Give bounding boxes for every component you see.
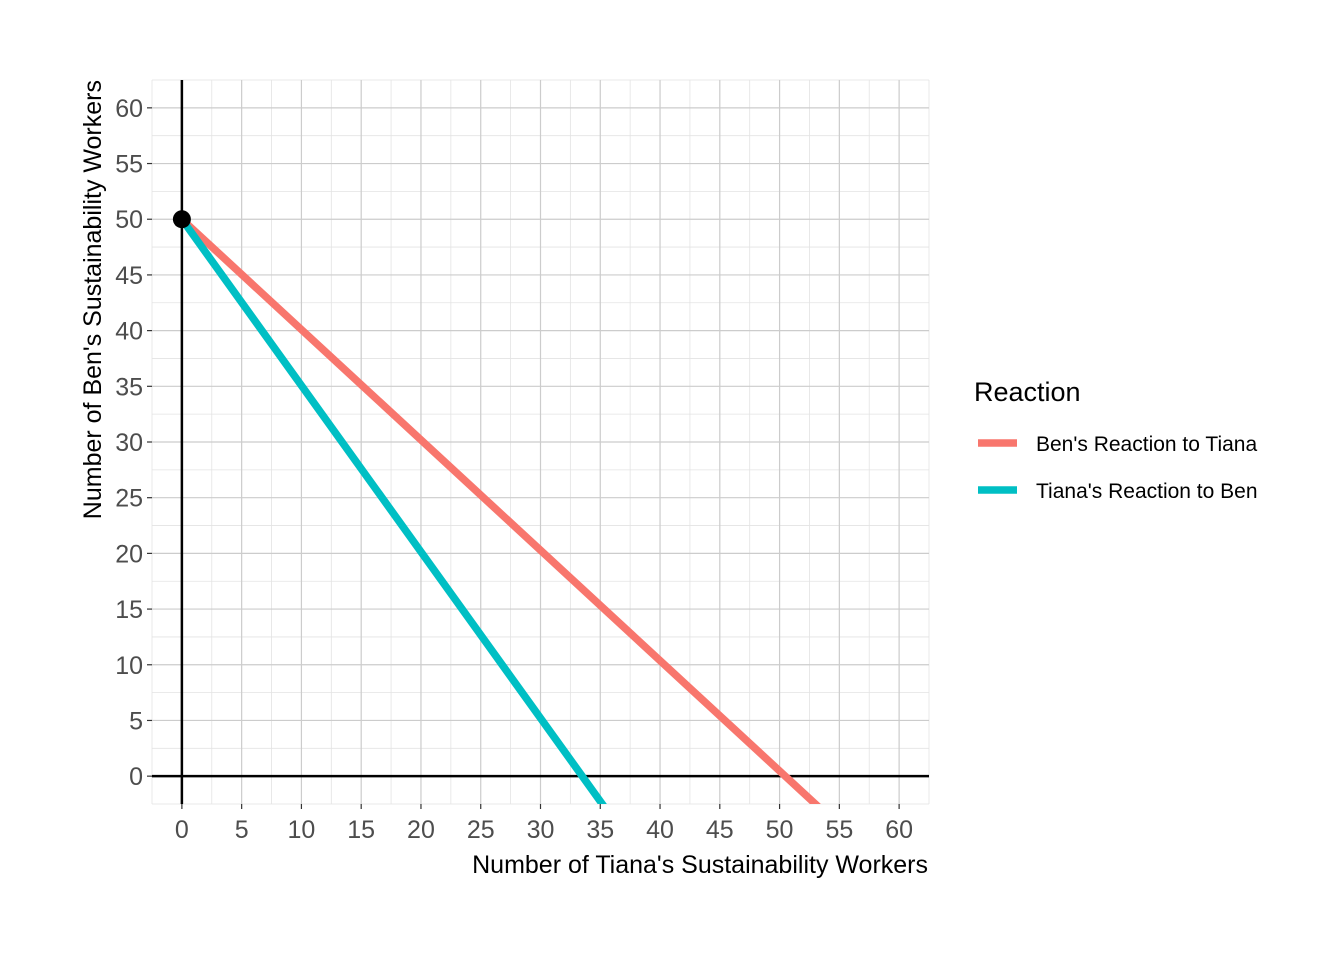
x-tick-label: 45 — [706, 816, 734, 844]
point-marker-1 — [172, 210, 191, 229]
series-line-1 — [179, 216, 821, 804]
y-tick-label: 25 — [115, 485, 143, 513]
y-tick-label: 55 — [115, 151, 143, 179]
y-tick-label: 40 — [115, 318, 143, 346]
y-tick-label: 0 — [129, 763, 143, 791]
y-tick-label: 35 — [115, 373, 143, 401]
y-tick-label: 30 — [115, 429, 143, 457]
y-tick-label: 20 — [115, 540, 143, 568]
y-tick-label: 50 — [115, 206, 143, 234]
series-lines — [178, 216, 821, 804]
legend-label-1: Ben's Reaction to Tiana — [1036, 433, 1257, 456]
y-tick-label: 15 — [115, 596, 143, 624]
x-tick-label: 55 — [825, 816, 853, 844]
y-axis-title: Number of Ben's Sustainability Workers — [79, 80, 107, 519]
x-axis-ticks: 0 5 10 15 20 25 30 35 40 45 50 55 60 — [175, 804, 913, 844]
legend: Reaction Ben's Reaction to Tiana Tiana's … — [974, 377, 1258, 503]
x-axis-title: Number of Tiana's Sustainability Workers — [472, 851, 928, 879]
x-tick-label: 5 — [235, 816, 249, 844]
x-tick-label: 20 — [407, 816, 435, 844]
series-line-2 — [178, 217, 607, 804]
x-tick-label: 10 — [288, 816, 316, 844]
major-grid — [152, 80, 929, 804]
x-tick-label: 15 — [347, 816, 375, 844]
y-axis-ticks: 0 5 10 15 20 25 30 35 40 45 50 55 60 — [115, 95, 152, 791]
legend-label-2: Tiana's Reaction to Ben — [1036, 480, 1258, 503]
x-tick-label: 50 — [766, 816, 794, 844]
x-tick-label: 35 — [586, 816, 614, 844]
y-tick-label: 10 — [115, 652, 143, 680]
x-tick-label: 40 — [646, 816, 674, 844]
markers — [172, 210, 191, 229]
y-tick-label: 5 — [129, 707, 143, 735]
legend-title: Reaction — [974, 377, 1081, 407]
zero-axes — [152, 80, 929, 804]
x-tick-label: 25 — [467, 816, 495, 844]
x-tick-label: 60 — [885, 816, 913, 844]
y-tick-label: 45 — [115, 262, 143, 290]
x-tick-label: 0 — [175, 816, 189, 844]
x-tick-label: 30 — [527, 816, 555, 844]
y-tick-label: 60 — [115, 95, 143, 123]
